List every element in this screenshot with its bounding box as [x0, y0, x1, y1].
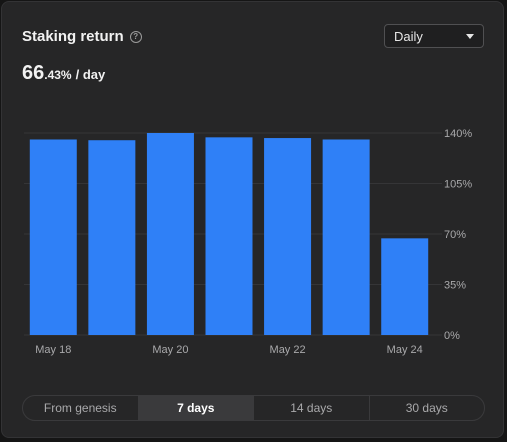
bar-may-18[interactable] — [29, 139, 77, 335]
bar-may-20[interactable] — [146, 133, 194, 335]
y-tick-label: 35% — [444, 280, 466, 292]
bar-may-22[interactable] — [264, 138, 312, 335]
card-title: Staking return — [22, 28, 124, 45]
x-tick-label: May 22 — [270, 344, 306, 356]
tab-7-days[interactable]: 7 days — [138, 396, 254, 420]
y-tick-label: 105% — [444, 179, 472, 191]
x-tick-label: May 18 — [35, 344, 71, 356]
y-tick-label: 70% — [444, 229, 466, 241]
bar-may-21[interactable] — [205, 137, 253, 335]
tab-14-days[interactable]: 14 days — [254, 396, 370, 420]
rate-integer: 66 — [22, 62, 45, 84]
tab-from-genesis[interactable]: From genesis — [23, 396, 139, 420]
bar-may-19[interactable] — [88, 140, 136, 335]
bar-may-23[interactable] — [322, 139, 370, 335]
rate-decimal: .43% — [44, 68, 72, 82]
tab-30-days[interactable]: 30 days — [405, 401, 448, 415]
y-tick-label: 0% — [444, 330, 460, 342]
x-tick-label: May 24 — [387, 344, 423, 356]
range-tabs: From genesis 7 days 14 days 30 days — [22, 395, 485, 421]
period-dropdown[interactable]: Daily — [384, 24, 484, 48]
title-row: Staking return ? — [22, 28, 142, 45]
caret-down-icon — [466, 33, 474, 39]
period-dropdown-value: Daily — [394, 28, 423, 44]
daily-rate: 66.43% / day — [22, 62, 105, 85]
staking-return-chart: 0% 35% 70% 105% 140% May 18 May 20 May 22 May 24 — [24, 128, 472, 356]
x-tick-label: May 20 — [152, 344, 188, 356]
bar-may-24[interactable] — [381, 238, 429, 335]
rate-unit: / day — [75, 67, 106, 82]
question-circle-icon[interactable]: ? — [129, 30, 142, 43]
y-tick-label: 140% — [444, 128, 472, 140]
